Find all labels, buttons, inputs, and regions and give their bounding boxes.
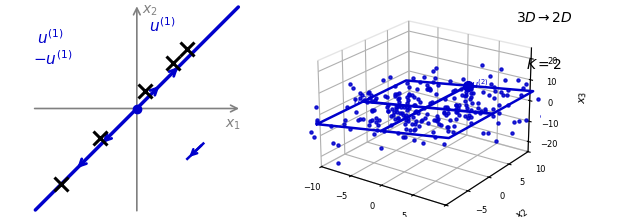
Text: $3D \rightarrow 2D$: $3D \rightarrow 2D$ [516, 11, 573, 25]
Text: $u^{(1)}$: $u^{(1)}$ [37, 28, 64, 47]
Text: $x_1$: $x_1$ [225, 118, 241, 132]
Text: $K = 2$: $K = 2$ [526, 58, 562, 72]
Y-axis label: $x_2$: $x_2$ [514, 206, 531, 217]
Text: $-u^{(1)}$: $-u^{(1)}$ [33, 49, 73, 68]
Text: $x_2$: $x_2$ [142, 3, 157, 18]
Text: $u^{(1)}$: $u^{(1)}$ [149, 16, 176, 35]
